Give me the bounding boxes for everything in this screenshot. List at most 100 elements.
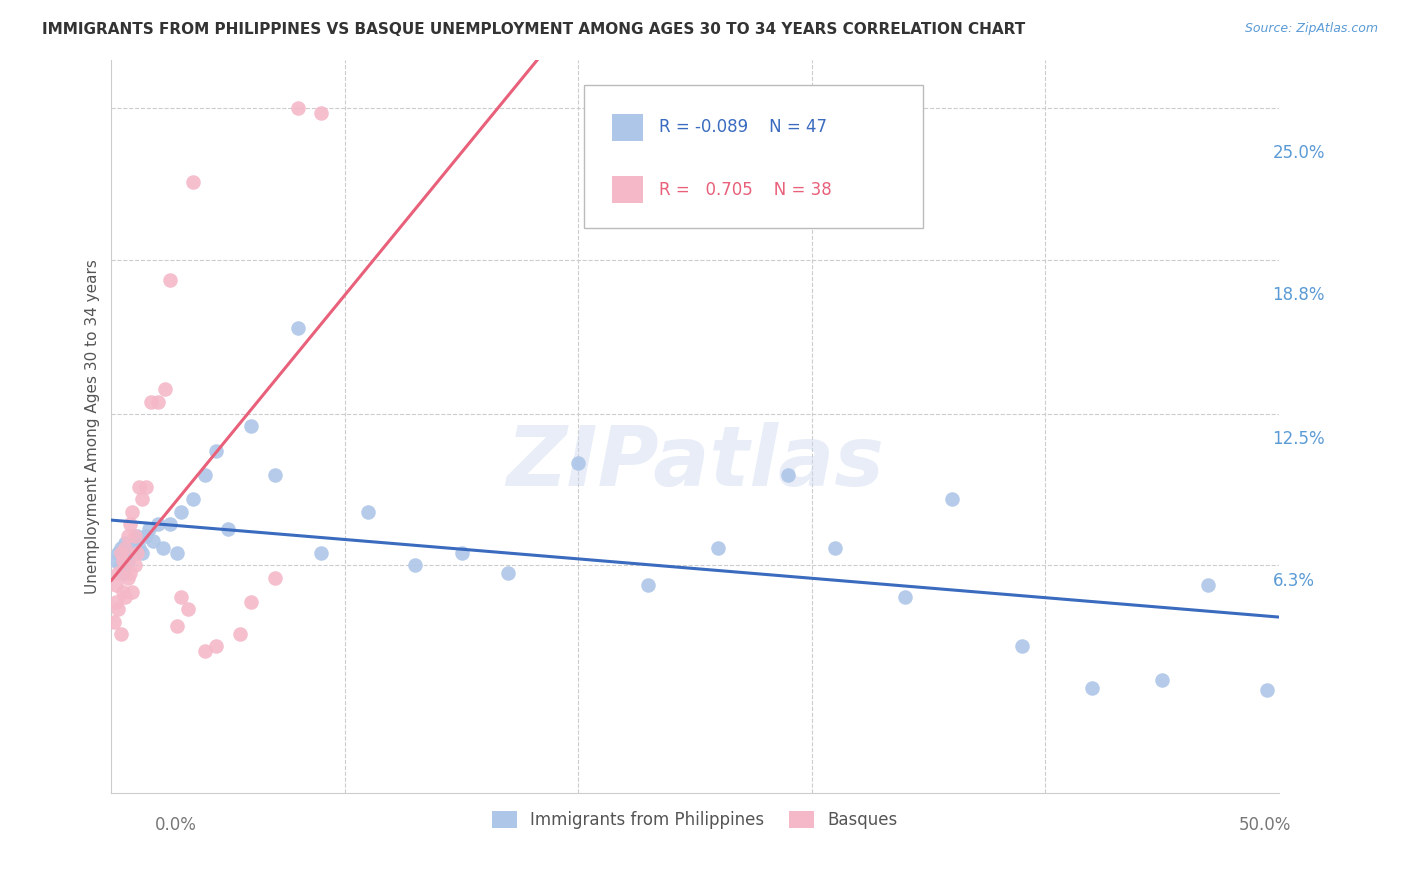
Point: [824, 541, 846, 556]
Point: [124, 529, 146, 543]
Point: [105, 553, 128, 567]
Point: [205, 639, 228, 653]
Point: [120, 546, 142, 560]
Point: [105, 578, 128, 592]
Point: [117, 529, 139, 543]
Text: 6.3%: 6.3%: [1272, 572, 1315, 590]
Point: [311, 546, 333, 560]
Point: [240, 595, 263, 609]
Point: [177, 602, 200, 616]
Point: [1150, 673, 1173, 688]
Text: 18.8%: 18.8%: [1272, 285, 1324, 304]
Text: 50.0%: 50.0%: [1239, 816, 1292, 834]
Point: [139, 394, 162, 409]
Point: [159, 272, 181, 286]
Point: [110, 558, 132, 573]
Point: [181, 492, 204, 507]
Point: [112, 546, 135, 560]
Point: [138, 522, 160, 536]
Point: [121, 505, 143, 519]
Point: [1256, 683, 1278, 698]
Point: [166, 619, 188, 633]
Point: [114, 558, 136, 573]
Point: [240, 419, 263, 434]
Point: [170, 590, 193, 604]
Point: [107, 566, 129, 580]
Point: [117, 553, 139, 567]
Point: [152, 541, 174, 556]
Point: [105, 595, 128, 609]
Point: [124, 558, 146, 573]
Point: [121, 541, 143, 556]
Point: [941, 492, 963, 507]
Text: 25.0%: 25.0%: [1272, 144, 1324, 161]
Point: [229, 627, 252, 641]
Point: [181, 175, 204, 189]
Point: [166, 546, 188, 560]
Point: [146, 394, 169, 409]
Point: [170, 505, 193, 519]
Point: [637, 578, 659, 592]
Point: [496, 566, 519, 580]
Point: [112, 553, 135, 567]
Point: [135, 529, 157, 543]
Point: [894, 590, 917, 604]
Text: IMMIGRANTS FROM PHILIPPINES VS BASQUE UNEMPLOYMENT AMONG AGES 30 TO 34 YEARS COR: IMMIGRANTS FROM PHILIPPINES VS BASQUE UN…: [42, 22, 1025, 37]
Point: [110, 546, 132, 560]
Point: [287, 321, 309, 335]
Point: [110, 541, 132, 556]
Point: [450, 546, 472, 560]
Point: [311, 106, 333, 120]
Text: R = -0.089    N = 47: R = -0.089 N = 47: [659, 119, 827, 136]
Point: [205, 443, 228, 458]
Point: [567, 456, 589, 470]
Point: [217, 522, 239, 536]
Point: [110, 627, 132, 641]
Point: [287, 102, 309, 116]
Point: [404, 558, 426, 573]
Point: [263, 571, 285, 585]
Point: [120, 516, 142, 531]
Text: Source: ZipAtlas.com: Source: ZipAtlas.com: [1244, 22, 1378, 36]
Text: R =   0.705    N = 38: R = 0.705 N = 38: [659, 181, 832, 199]
Point: [194, 644, 217, 658]
Point: [153, 383, 176, 397]
Point: [357, 505, 380, 519]
Point: [121, 585, 143, 599]
Point: [128, 541, 150, 556]
Point: [778, 468, 800, 483]
Point: [135, 480, 157, 494]
FancyBboxPatch shape: [612, 114, 643, 141]
Point: [112, 566, 135, 580]
Point: [127, 529, 149, 543]
Point: [114, 590, 136, 604]
Legend: Immigrants from Philippines, Basques: Immigrants from Philippines, Basques: [485, 804, 904, 836]
Point: [1081, 681, 1104, 695]
Point: [707, 541, 730, 556]
Point: [124, 536, 146, 550]
Point: [107, 602, 129, 616]
Point: [146, 516, 169, 531]
Point: [114, 541, 136, 556]
Point: [194, 468, 217, 483]
Point: [159, 516, 181, 531]
Point: [131, 546, 153, 560]
Text: 12.5%: 12.5%: [1272, 430, 1324, 448]
Point: [131, 492, 153, 507]
Text: 0.0%: 0.0%: [155, 816, 197, 834]
Point: [128, 480, 150, 494]
Point: [107, 546, 129, 560]
Text: ZIPatlas: ZIPatlas: [506, 422, 884, 503]
FancyBboxPatch shape: [583, 86, 922, 228]
Point: [117, 571, 139, 585]
Point: [1011, 639, 1033, 653]
Point: [120, 566, 142, 580]
FancyBboxPatch shape: [612, 176, 643, 203]
Point: [1198, 578, 1220, 592]
Point: [263, 468, 285, 483]
Point: [103, 615, 125, 629]
Point: [112, 585, 135, 599]
Point: [114, 536, 136, 550]
Point: [142, 533, 165, 548]
Point: [127, 546, 149, 560]
